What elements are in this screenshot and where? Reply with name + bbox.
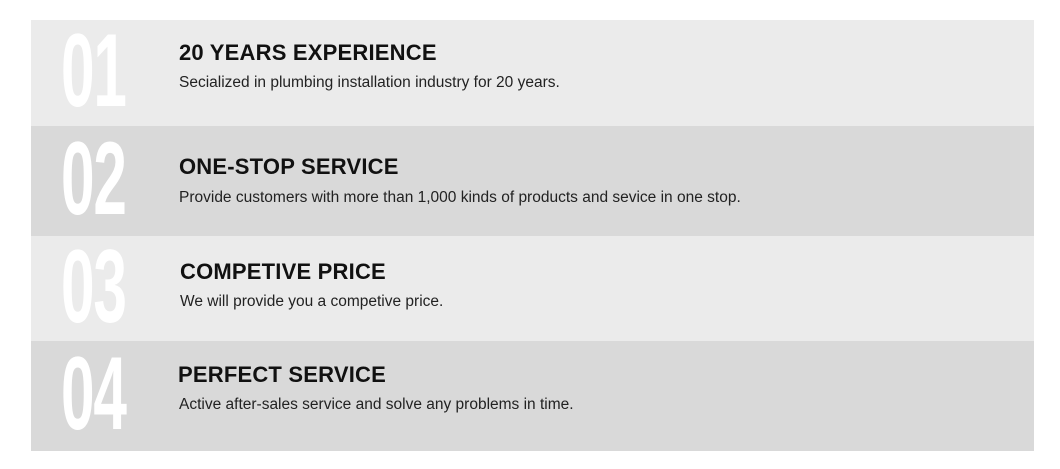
feature-description: We will provide you a competive price.: [180, 293, 444, 310]
feature-number: 03: [61, 228, 127, 345]
feature-number: 01: [61, 12, 127, 129]
feature-row: 04 PERFECT SERVICE Active after-sales se…: [31, 341, 1034, 451]
feature-title: COMPETIVE PRICE: [180, 259, 386, 284]
feature-row: 02 ONE-STOP SERVICE Provide customers wi…: [31, 126, 1034, 236]
feature-title: PERFECT SERVICE: [178, 362, 386, 387]
feature-description: Secialized in plumbing installation indu…: [179, 74, 560, 91]
feature-description: Provide customers with more than 1,000 k…: [179, 189, 741, 206]
feature-title: ONE-STOP SERVICE: [179, 154, 399, 179]
feature-row: 03 COMPETIVE PRICE We will provide you a…: [31, 228, 1034, 345]
feature-number: 02: [61, 120, 127, 237]
feature-title: 20 YEARS EXPERIENCE: [179, 40, 437, 65]
feature-row: 01 20 YEARS EXPERIENCE Secialized in plu…: [31, 12, 1034, 129]
feature-description: Active after-sales service and solve any…: [179, 396, 574, 413]
feature-number: 04: [61, 335, 127, 452]
